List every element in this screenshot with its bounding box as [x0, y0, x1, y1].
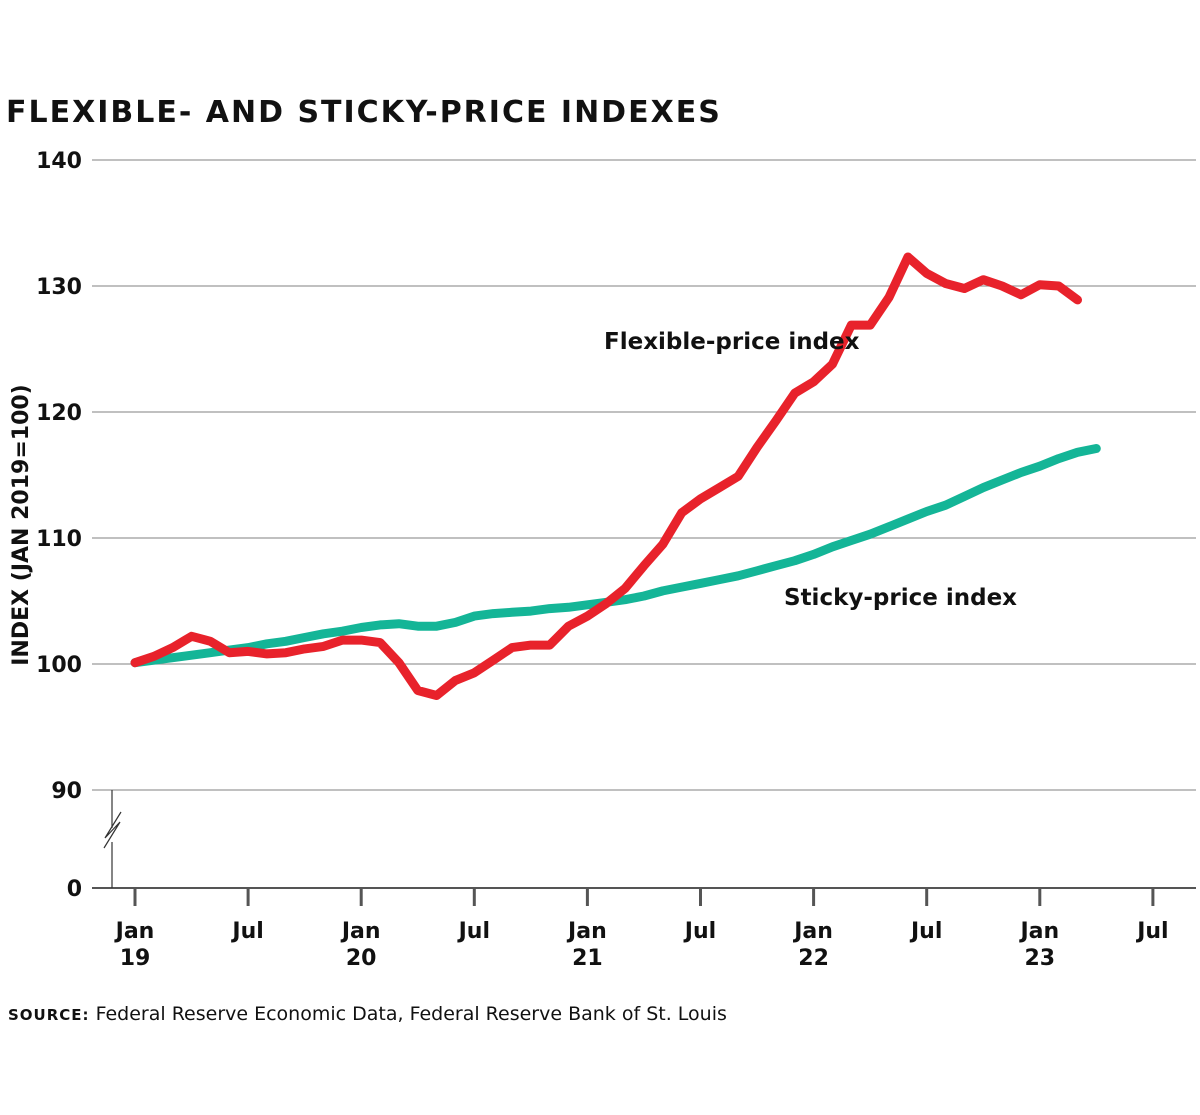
x-tick-label: Jul	[1135, 919, 1168, 944]
axis-break-mark	[103, 790, 122, 888]
source-label: SOURCE:	[8, 1006, 90, 1024]
source-text: Federal Reserve Economic Data, Federal R…	[95, 1003, 727, 1025]
chart-title: FLEXIBLE- AND STICKY-PRICE INDEXES	[6, 95, 722, 130]
x-tick-label: Jan	[566, 919, 607, 944]
y-tick-label: 120	[36, 401, 82, 426]
sticky-price-label: Sticky-price index	[784, 585, 1017, 611]
grid-lines	[92, 159, 1196, 889]
x-tick-label: Jan	[1018, 919, 1059, 944]
x-tick-label: Jul	[457, 919, 490, 944]
y-axis-label: INDEX (JAN 2019=100)	[9, 384, 34, 666]
x-tick-label: Jul	[909, 919, 942, 944]
y-tick-label: 0	[67, 877, 82, 902]
x-tick-year-label: 19	[120, 946, 151, 971]
series-lines	[130, 252, 1101, 700]
x-tick-label: Jan	[340, 919, 381, 944]
x-tick-label: Jan	[792, 919, 833, 944]
line-chart: FLEXIBLE- AND STICKY-PRICE INDEXES 0 90 10…	[6, 95, 1196, 971]
flexible-price-label: Flexible-price index	[604, 329, 860, 355]
x-tick-label: Jul	[230, 919, 263, 944]
y-tick-label: 130	[36, 275, 82, 300]
x-tick-year-label: 23	[1024, 946, 1055, 971]
flexible-price-indexline	[130, 252, 1082, 700]
y-axis-ticks: 0 90 100 110 120 130 140	[36, 149, 82, 902]
x-tick-year-label: 20	[346, 946, 377, 971]
sticky-price-indexline	[130, 444, 1101, 668]
source-note: SOURCE: Federal Reserve Economic Data, F…	[8, 1003, 727, 1025]
x-tick-year-label: 22	[798, 946, 829, 971]
x-tick-year-label: 21	[572, 946, 603, 971]
y-tick-label: 140	[36, 149, 82, 174]
x-tick-label: Jul	[683, 919, 716, 944]
y-tick-label: 90	[51, 779, 82, 804]
x-tick-label: Jan	[114, 919, 155, 944]
axis-break-zigzag	[103, 811, 122, 849]
y-tick-label: 100	[36, 653, 82, 678]
y-tick-label: 110	[36, 527, 82, 552]
